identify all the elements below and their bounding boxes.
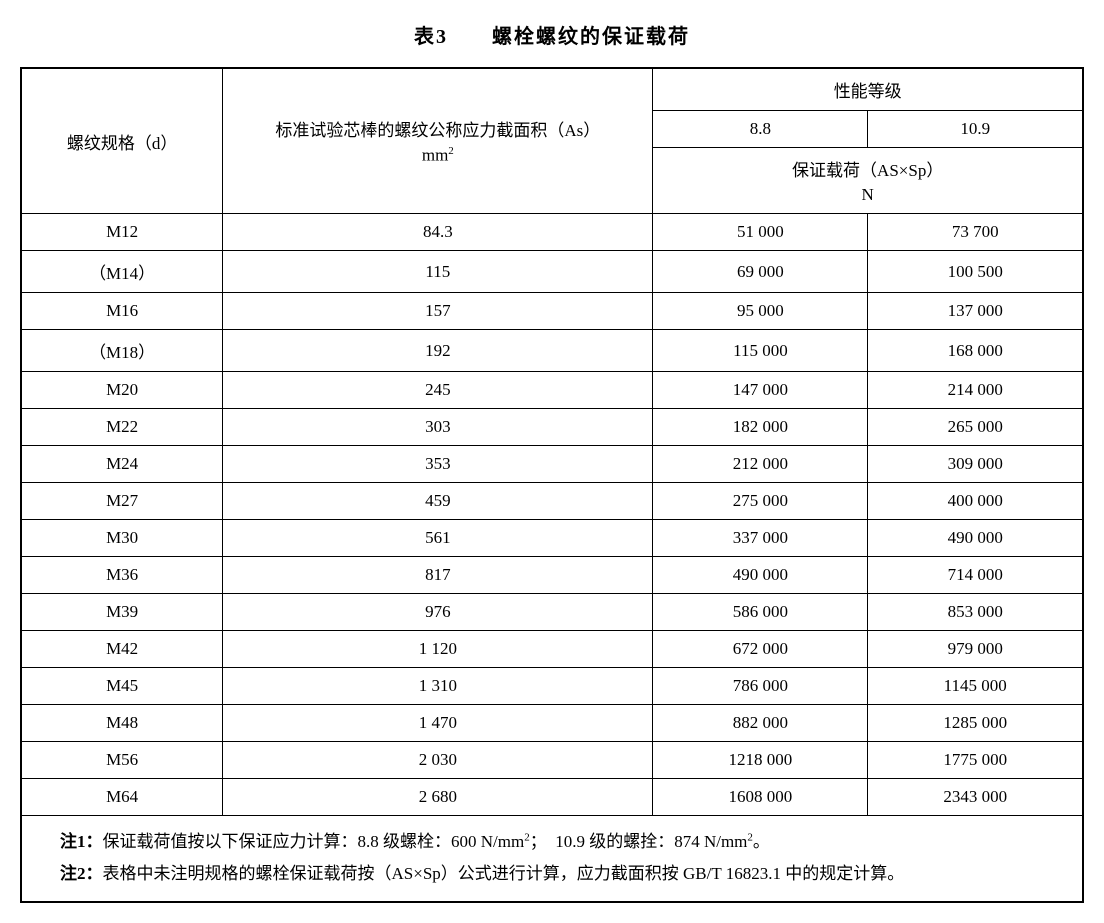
proof-load-table: 螺纹规格（d） 标准试验芯棒的螺纹公称应力截面积（As） mm2 性能等级 8.…: [20, 67, 1084, 903]
cell-v109: 714 000: [868, 557, 1083, 594]
header-grade-88: 8.8: [653, 111, 868, 148]
cell-v109: 490 000: [868, 520, 1083, 557]
header-performance-grade: 性能等级: [653, 68, 1083, 111]
table-row: M20245147 000214 000: [21, 372, 1083, 409]
cell-v109: 214 000: [868, 372, 1083, 409]
table-row: M451 310786 0001145 000: [21, 668, 1083, 705]
table-row: M27459275 000400 000: [21, 483, 1083, 520]
table-row: M1615795 000137 000: [21, 293, 1083, 330]
cell-v109: 2343 000: [868, 779, 1083, 816]
note-2: 注2：表格中未注明规格的螺栓保证载荷按（AS×Sp）公式进行计算，应力截面积按 …: [60, 858, 1064, 890]
cell-area: 1 470: [223, 705, 653, 742]
cell-area: 1 120: [223, 631, 653, 668]
cell-v88: 1608 000: [653, 779, 868, 816]
cell-v88: 275 000: [653, 483, 868, 520]
cell-spec: M39: [21, 594, 223, 631]
cell-v109: 979 000: [868, 631, 1083, 668]
cell-area: 2 030: [223, 742, 653, 779]
cell-area: 1 310: [223, 668, 653, 705]
note-1: 注1：保证载荷值按以下保证应力计算：8.8 级螺栓：600 N/mm2； 10.…: [60, 826, 1064, 858]
cell-v109: 1285 000: [868, 705, 1083, 742]
cell-v88: 882 000: [653, 705, 868, 742]
note-2-label: 注2：: [60, 864, 103, 883]
table-row: M36817490 000714 000: [21, 557, 1083, 594]
note-1-label: 注1：: [60, 832, 103, 851]
cell-spec: M36: [21, 557, 223, 594]
cell-spec: M42: [21, 631, 223, 668]
cell-v88: 786 000: [653, 668, 868, 705]
table-row: （M14）11569 000100 500: [21, 251, 1083, 293]
table-row: M481 470882 0001285 000: [21, 705, 1083, 742]
cell-spec: （M14）: [21, 251, 223, 293]
cell-v109: 265 000: [868, 409, 1083, 446]
cell-v88: 1218 000: [653, 742, 868, 779]
cell-v88: 147 000: [653, 372, 868, 409]
cell-spec: M48: [21, 705, 223, 742]
header-area-line1: 标准试验芯棒的螺纹公称应力截面积（As）: [229, 116, 646, 141]
cell-area: 353: [223, 446, 653, 483]
cell-area: 192: [223, 330, 653, 372]
cell-v88: 337 000: [653, 520, 868, 557]
table-row: M421 120672 000979 000: [21, 631, 1083, 668]
cell-v88: 586 000: [653, 594, 868, 631]
cell-v88: 182 000: [653, 409, 868, 446]
cell-v109: 309 000: [868, 446, 1083, 483]
header-area-line2: mm2: [229, 145, 646, 166]
header-proof-load-line2: N: [659, 185, 1076, 205]
cell-spec: M16: [21, 293, 223, 330]
cell-area: 976: [223, 594, 653, 631]
table-row: M30561337 000490 000: [21, 520, 1083, 557]
cell-spec: M64: [21, 779, 223, 816]
header-proof-load: 保证载荷（AS×Sp） N: [653, 148, 1083, 214]
cell-spec: M12: [21, 214, 223, 251]
cell-v88: 672 000: [653, 631, 868, 668]
table-row: M1284.351 00073 700: [21, 214, 1083, 251]
cell-spec: M20: [21, 372, 223, 409]
cell-area: 2 680: [223, 779, 653, 816]
cell-v88: 115 000: [653, 330, 868, 372]
table-row: M642 6801608 0002343 000: [21, 779, 1083, 816]
cell-v109: 400 000: [868, 483, 1083, 520]
cell-area: 459: [223, 483, 653, 520]
cell-v109: 137 000: [868, 293, 1083, 330]
cell-v88: 95 000: [653, 293, 868, 330]
cell-spec: M24: [21, 446, 223, 483]
cell-v88: 51 000: [653, 214, 868, 251]
cell-v109: 100 500: [868, 251, 1083, 293]
cell-area: 157: [223, 293, 653, 330]
cell-spec: M22: [21, 409, 223, 446]
cell-area: 245: [223, 372, 653, 409]
header-grade-109: 10.9: [868, 111, 1083, 148]
cell-spec: （M18）: [21, 330, 223, 372]
header-proof-load-line1: 保证载荷（AS×Sp）: [659, 156, 1076, 181]
cell-v109: 1145 000: [868, 668, 1083, 705]
cell-v88: 490 000: [653, 557, 868, 594]
cell-area: 115: [223, 251, 653, 293]
table-notes-cell: 注1：保证载荷值按以下保证应力计算：8.8 级螺栓：600 N/mm2； 10.…: [21, 816, 1083, 902]
cell-area: 561: [223, 520, 653, 557]
header-area: 标准试验芯棒的螺纹公称应力截面积（As） mm2: [223, 68, 653, 214]
note-1-text: 保证载荷值按以下保证应力计算：8.8 级螺栓：600 N/mm2； 10.9 级…: [103, 832, 770, 851]
cell-area: 303: [223, 409, 653, 446]
note-2-text: 表格中未注明规格的螺栓保证载荷按（AS×Sp）公式进行计算，应力截面积按 GB/…: [103, 864, 905, 883]
cell-area: 817: [223, 557, 653, 594]
cell-area: 84.3: [223, 214, 653, 251]
cell-spec: M45: [21, 668, 223, 705]
table-row: M562 0301218 0001775 000: [21, 742, 1083, 779]
cell-spec: M27: [21, 483, 223, 520]
cell-v109: 853 000: [868, 594, 1083, 631]
cell-v88: 69 000: [653, 251, 868, 293]
table-row: M39976586 000853 000: [21, 594, 1083, 631]
cell-spec: M30: [21, 520, 223, 557]
table-row: M24353212 000309 000: [21, 446, 1083, 483]
header-thread-spec: 螺纹规格（d）: [21, 68, 223, 214]
table-row: （M18）192115 000168 000: [21, 330, 1083, 372]
table-title: 表3 螺栓螺纹的保证载荷: [20, 20, 1084, 49]
cell-v109: 73 700: [868, 214, 1083, 251]
cell-spec: M56: [21, 742, 223, 779]
table-row: M22303182 000265 000: [21, 409, 1083, 446]
cell-v109: 168 000: [868, 330, 1083, 372]
cell-v88: 212 000: [653, 446, 868, 483]
cell-v109: 1775 000: [868, 742, 1083, 779]
